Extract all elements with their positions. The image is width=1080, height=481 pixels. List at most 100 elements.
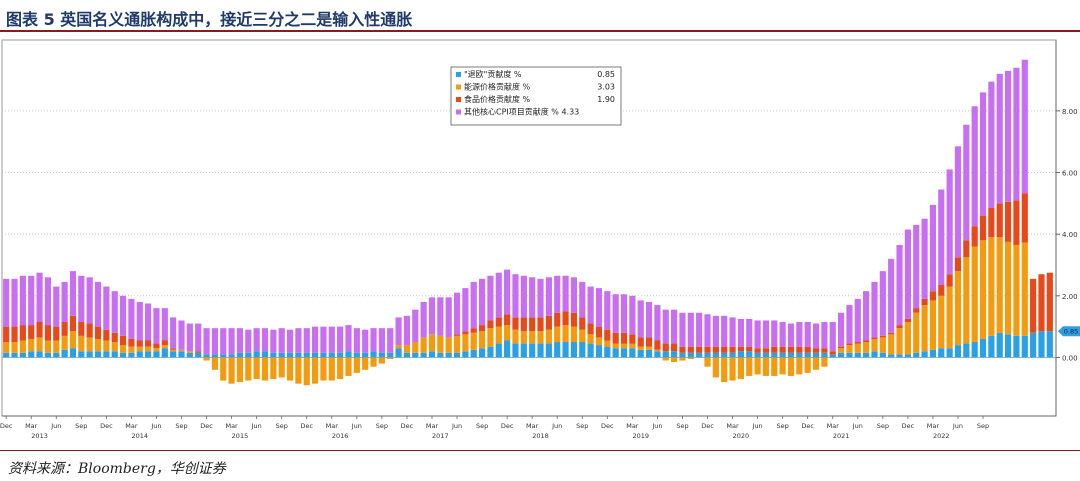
bar-segment [353, 352, 360, 358]
bar-segment [1021, 335, 1028, 358]
bar-segment [637, 300, 644, 338]
bar-segment [921, 305, 928, 352]
bar-segment [812, 348, 820, 353]
bar-segment [278, 328, 285, 353]
bar-segment [11, 352, 18, 358]
bar-segment [896, 354, 903, 358]
bar-segment [562, 275, 569, 312]
bar-segment [704, 314, 711, 347]
bar-segment [178, 320, 185, 350]
bar-segment [337, 326, 344, 353]
legend-value: 3.03 [597, 83, 615, 92]
header-rule [0, 30, 1080, 32]
bar-segment [1004, 334, 1012, 358]
bar-segment [971, 106, 978, 227]
bar-segment [495, 272, 502, 318]
bar-segment [378, 357, 385, 364]
bar-segment [153, 308, 160, 344]
x-tick-label: Mar [927, 422, 940, 430]
bar-segment [1030, 332, 1037, 358]
bar-segment [679, 357, 686, 361]
bar-segment [86, 277, 93, 324]
bar-segment [629, 348, 636, 358]
bar-segment [979, 215, 987, 241]
bar-segment [128, 338, 135, 347]
bar-segment [645, 301, 653, 338]
bar-segment [420, 301, 427, 338]
bar-segment [412, 342, 419, 353]
bar-segment [562, 311, 569, 326]
bar-segment [445, 352, 452, 358]
bar-segment [412, 309, 419, 343]
bar-segment [362, 352, 369, 358]
bar-segment [654, 351, 661, 358]
bar-segment [1046, 272, 1053, 332]
bar-segment [587, 323, 594, 335]
x-tick-label: Jun [952, 422, 963, 430]
bar-segment [161, 345, 168, 349]
x-year-label: 2021 [833, 432, 850, 440]
legend-label: "退欧"贡献度 % [464, 69, 522, 79]
x-year-label: 2020 [733, 432, 750, 440]
value-badge: 3.03 [1064, 36, 1078, 38]
x-tick-label: Mar [426, 422, 439, 430]
end-value-badges: 0.85 3.031.904.33 [1058, 36, 1080, 337]
bar-segment [520, 331, 527, 344]
x-tick-label: Jun [351, 422, 362, 430]
x-tick-label: Mar [25, 422, 38, 430]
bar-segment [111, 332, 118, 343]
bar-segment [846, 345, 853, 353]
bar-segment [737, 357, 744, 380]
bar-segment [829, 351, 836, 355]
bar-segment [136, 346, 143, 352]
bar-segment [821, 352, 828, 358]
bar-segment [478, 325, 486, 332]
bar-segment [721, 357, 728, 383]
bar-segment [86, 337, 93, 352]
bar-segment [103, 351, 110, 358]
bar-segment [762, 348, 770, 353]
bar-segment [312, 326, 319, 353]
x-tick-label: Jun [150, 422, 161, 430]
bar-segment [19, 352, 26, 358]
x-tick-label: Sep [476, 422, 488, 430]
bar-segment [963, 343, 970, 358]
bar-segment [228, 357, 235, 384]
bar-segment [946, 274, 953, 287]
bar-segment [28, 351, 35, 358]
bar-segment [629, 343, 636, 349]
report-header: 图表 5 英国名义通胀构成中，接近三分之二是输入性通胀 [0, 0, 1080, 34]
bar-segment [145, 340, 152, 347]
x-tick-label: Dec [0, 422, 13, 430]
bar-segment [637, 337, 644, 347]
bar-segment [779, 357, 786, 375]
bar-segment [295, 328, 302, 353]
bar-segment [545, 329, 552, 344]
bar-segment [453, 292, 461, 335]
bar-segment [94, 338, 102, 352]
bar-segment [178, 351, 185, 358]
bar-segment [136, 301, 143, 341]
bar-segment [888, 258, 895, 333]
bar-segment [570, 342, 578, 358]
bar-segment [303, 328, 310, 353]
bar-segment [286, 329, 294, 353]
bar-segment [529, 277, 536, 318]
bar-segment [712, 352, 719, 358]
bar-segment [595, 337, 603, 346]
x-year-label: 2017 [432, 432, 449, 440]
bar-segment [161, 348, 168, 358]
bar-segment [729, 357, 736, 381]
bar-segment [570, 277, 578, 313]
bar-segment [771, 357, 778, 376]
bar-segment [938, 295, 945, 349]
bar-segment [78, 275, 85, 322]
bar-segment [963, 257, 970, 344]
bar-segment [462, 331, 469, 335]
bar-segment [236, 357, 244, 383]
bar-segment [228, 354, 235, 358]
bar-segment [746, 357, 753, 376]
bar-segment [36, 351, 43, 358]
bar-segment [253, 357, 260, 380]
bar-segment [370, 357, 377, 367]
